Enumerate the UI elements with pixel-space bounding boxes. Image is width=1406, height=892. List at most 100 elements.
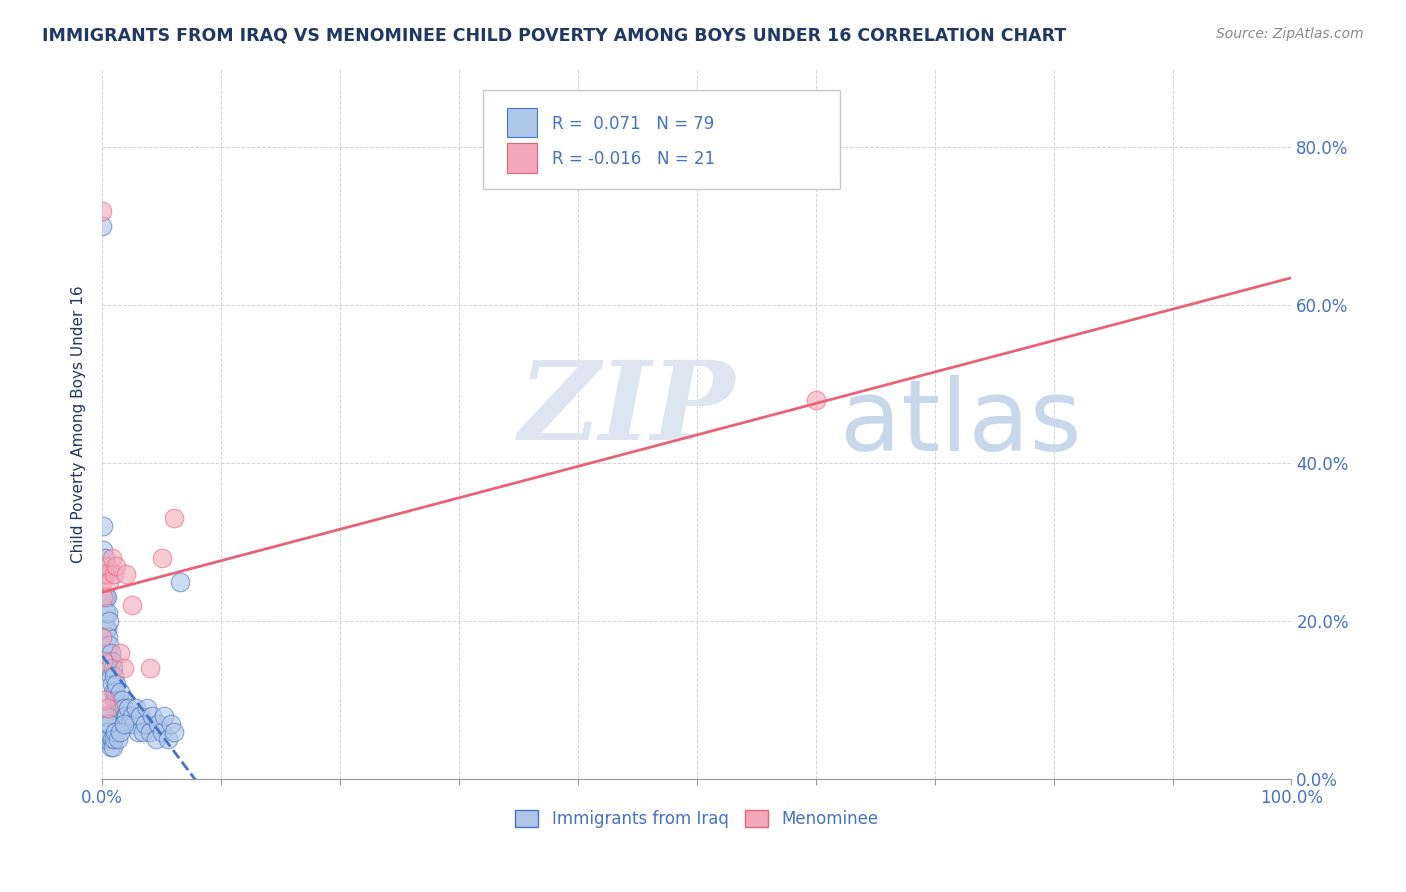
Point — [121, 599, 143, 613]
Text: Source: ZipAtlas.com: Source: ZipAtlas.com — [1216, 27, 1364, 41]
Point — [153, 708, 176, 723]
Point — [104, 724, 127, 739]
Point — [105, 693, 128, 707]
Point — [103, 693, 125, 707]
Point — [156, 732, 179, 747]
Point — [111, 693, 134, 707]
Point — [98, 574, 121, 589]
Point — [94, 622, 117, 636]
Point — [118, 716, 141, 731]
Point — [93, 591, 115, 605]
Text: ZIP: ZIP — [519, 356, 735, 463]
Point — [139, 724, 162, 739]
Point — [115, 566, 138, 581]
Point — [93, 732, 115, 747]
Point — [93, 543, 115, 558]
Point — [117, 701, 139, 715]
Point — [98, 638, 121, 652]
Point — [93, 653, 115, 667]
Point — [124, 701, 146, 715]
Point — [100, 732, 122, 747]
Point — [94, 606, 117, 620]
Point — [131, 724, 153, 739]
Point — [141, 708, 163, 723]
Text: atlas: atlas — [839, 376, 1081, 472]
Point — [136, 701, 159, 715]
FancyBboxPatch shape — [482, 90, 839, 189]
Point — [96, 646, 118, 660]
Point — [108, 701, 131, 715]
Point — [105, 677, 128, 691]
Point — [98, 661, 121, 675]
Point — [93, 693, 115, 707]
Point — [112, 716, 135, 731]
Point — [114, 708, 136, 723]
Point — [91, 203, 114, 218]
Point — [98, 614, 121, 628]
Point — [108, 693, 131, 707]
Point — [129, 708, 152, 723]
Point — [93, 591, 115, 605]
Point — [127, 724, 149, 739]
Text: IMMIGRANTS FROM IRAQ VS MENOMINEE CHILD POVERTY AMONG BOYS UNDER 16 CORRELATION : IMMIGRANTS FROM IRAQ VS MENOMINEE CHILD … — [42, 27, 1066, 45]
Point — [103, 566, 125, 581]
Point — [150, 550, 173, 565]
Point — [115, 708, 138, 723]
Point — [96, 708, 118, 723]
Point — [117, 716, 139, 731]
Point — [101, 740, 124, 755]
Point — [93, 550, 115, 565]
Point — [107, 732, 129, 747]
Point — [97, 630, 120, 644]
Point — [105, 558, 128, 573]
Point — [97, 701, 120, 715]
Point — [100, 740, 122, 755]
Point — [108, 724, 131, 739]
Point — [112, 661, 135, 675]
Point — [94, 566, 117, 581]
FancyBboxPatch shape — [506, 108, 537, 137]
Point — [96, 716, 118, 731]
Point — [139, 661, 162, 675]
Point — [97, 653, 120, 667]
Point — [97, 606, 120, 620]
Point — [103, 669, 125, 683]
Point — [93, 708, 115, 723]
Point — [94, 732, 117, 747]
Point — [145, 732, 167, 747]
Point — [100, 669, 122, 683]
Point — [108, 646, 131, 660]
Point — [96, 591, 118, 605]
Point — [94, 724, 117, 739]
Point — [101, 661, 124, 675]
Point — [96, 558, 118, 573]
FancyBboxPatch shape — [506, 143, 537, 173]
Text: R =  0.071   N = 79: R = 0.071 N = 79 — [551, 115, 714, 133]
Text: R = -0.016   N = 21: R = -0.016 N = 21 — [551, 150, 714, 168]
Point — [93, 724, 115, 739]
Point — [103, 732, 125, 747]
Point — [94, 566, 117, 581]
Point — [100, 677, 122, 691]
Y-axis label: Child Poverty Among Boys Under 16: Child Poverty Among Boys Under 16 — [72, 285, 86, 563]
Point — [91, 219, 114, 234]
Point — [162, 724, 184, 739]
Point — [134, 716, 156, 731]
Point — [94, 591, 117, 605]
Point — [146, 716, 169, 731]
Legend: Immigrants from Iraq, Menominee: Immigrants from Iraq, Menominee — [508, 803, 886, 835]
Point — [160, 716, 183, 731]
Point — [93, 566, 115, 581]
Point — [98, 716, 121, 731]
Point — [100, 550, 122, 565]
Point — [107, 701, 129, 715]
Point — [93, 566, 115, 581]
Point — [101, 685, 124, 699]
Point — [91, 574, 114, 589]
Point — [112, 701, 135, 715]
Point — [121, 708, 143, 723]
Point — [150, 724, 173, 739]
Point — [804, 392, 827, 407]
Point — [100, 653, 122, 667]
Point — [124, 716, 146, 731]
